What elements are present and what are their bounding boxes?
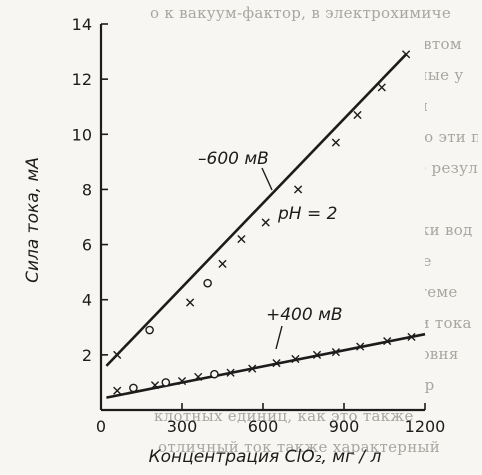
data-point-cross [377, 83, 386, 92]
fit-lines [105, 53, 426, 399]
data-point-cross [218, 259, 227, 268]
data-point-cross [272, 359, 281, 368]
data-point-cross [312, 350, 322, 359]
y-axis-title: Сила тока, мА [23, 157, 43, 283]
tick-labels: 2 4 6 8 10 12 14 0 300 600 900 1200 [72, 15, 446, 436]
data-point-cross [331, 348, 340, 357]
data-point-cross [407, 332, 416, 342]
annotation-lower-line: +400 мВ [266, 305, 343, 325]
y-tick-label: 14 [72, 15, 92, 34]
annotation-lower-leader [275, 325, 283, 350]
y-tick-label: 10 [72, 125, 92, 144]
data-point-circle [203, 278, 212, 288]
x-tick-label: 0 [96, 417, 106, 436]
annotation-upper-line: –600 мВ [198, 149, 269, 169]
data-point-cross [113, 386, 122, 395]
x-axis-title: Концентрация ClO₂, мг / л [149, 447, 382, 467]
x-tick-label: 300 [167, 417, 198, 436]
y-tick-label: 12 [72, 70, 92, 89]
data-point-cross [194, 372, 203, 382]
data-point-cross [226, 368, 235, 377]
data-point-cross [113, 350, 122, 359]
data-point-cross [248, 364, 257, 373]
y-tick-label: 6 [82, 236, 92, 255]
data-point-cross [294, 185, 303, 194]
data-points [113, 50, 416, 395]
data-point-cross [353, 110, 362, 120]
data-point-circle [161, 378, 171, 387]
data-point-cross [237, 234, 246, 244]
data-point-cross [186, 298, 195, 307]
data-point-circle [210, 369, 219, 379]
data-point-cross [331, 138, 340, 147]
axes [99, 23, 426, 412]
data-point-cross [402, 50, 411, 59]
background-text-line: о к вакуум-фактор, в электрохимиче [150, 4, 452, 22]
plot-area-background [101, 24, 425, 410]
data-point-cross [261, 218, 270, 227]
fit-line-series-0 [105, 53, 408, 367]
data-point-cross [291, 354, 300, 364]
y-tick-label: 4 [82, 291, 92, 310]
x-tick-label: 900 [329, 417, 360, 436]
y-tick-label: 8 [82, 180, 92, 199]
background-text-line: клотных единиц, как это также [154, 407, 414, 425]
data-point-cross [383, 336, 392, 346]
annotation-upper-leader [261, 167, 273, 191]
data-point-circle [145, 325, 154, 335]
data-point-circle [129, 383, 138, 393]
data-point-cross [356, 342, 365, 351]
y-tick-label: 2 [82, 346, 92, 365]
x-tick-label: 1200 [405, 417, 446, 436]
fit-line-series-1 [106, 332, 426, 399]
data-point-cross [177, 376, 187, 386]
background-text-line: отличный ток также характерный [158, 438, 441, 456]
annotation-condition: pH = 2 [277, 204, 337, 224]
x-tick-label: 600 [248, 417, 279, 436]
data-point-cross [150, 381, 160, 390]
